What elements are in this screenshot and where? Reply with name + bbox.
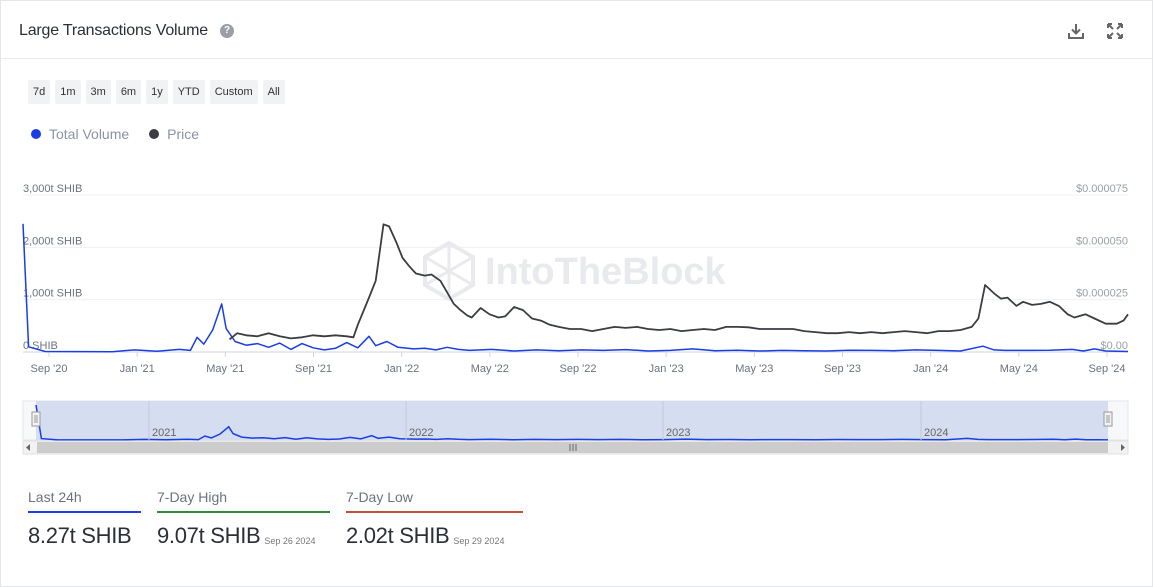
legend-item-total-volume[interactable]: Total Volume — [31, 126, 129, 142]
range-button-ytd[interactable]: YTD — [172, 80, 205, 104]
y-right-tick-label: $0.000025 — [1076, 288, 1128, 300]
y-right-tick-label: $0.000050 — [1076, 235, 1128, 247]
series-line-price — [228, 223, 1129, 341]
y-right-tick-label: $0.00 — [1100, 340, 1128, 352]
range-button-7d[interactable]: 7d — [28, 80, 51, 104]
series-line-total-volume — [22, 223, 1129, 353]
stat-label-7day-high: 7-Day High — [157, 489, 330, 513]
navigator-year-label: 2023 — [666, 427, 690, 439]
legend-label-total-volume: Total Volume — [49, 126, 130, 142]
x-tick-label: Sep '24 — [1089, 363, 1126, 375]
x-tick-label: May '24 — [1000, 363, 1038, 375]
chart-plot: IntoTheBlock 0 SHIB 1,000t SHIB 2,000t SHI… — [22, 183, 1129, 455]
stat-7day-high: 7-Day High 9.07t SHIB Sep 26 2024 — [157, 489, 330, 549]
navigator-year-label: 2024 — [924, 427, 948, 439]
navigator-scrollbar[interactable] — [22, 440, 1129, 455]
chart-legend: Total Volume Price — [31, 126, 199, 142]
y-left-tick-label: 0 SHIB — [23, 340, 58, 352]
x-tick-label: Jan '21 — [120, 363, 155, 375]
x-tick-label: Jan '22 — [384, 363, 419, 375]
x-tick-label: Jan '23 — [649, 363, 684, 375]
legend-dot-price — [149, 129, 160, 139]
range-button-1y[interactable]: 1y — [146, 80, 168, 104]
scroll-left-icon — [26, 444, 30, 451]
range-button-6m[interactable]: 6m — [115, 80, 142, 104]
range-button-all[interactable]: All — [262, 80, 285, 104]
stat-value-7day-low: 2.02t SHIB — [346, 523, 450, 548]
x-tick-label: Jan '24 — [913, 363, 948, 375]
range-button-1m[interactable]: 1m — [55, 80, 81, 104]
grid-lines — [23, 194, 1128, 353]
range-button-custom[interactable]: Custom — [209, 80, 258, 104]
range-button-3m[interactable]: 3m — [85, 80, 111, 104]
handle-grip — [31, 411, 41, 427]
stat-value-last-24h: 8.27t SHIB — [28, 523, 132, 548]
x-tick-label: May '23 — [735, 363, 773, 375]
navigator-handle-left[interactable] — [31, 411, 41, 427]
x-tick-label: Sep '20 — [31, 363, 68, 375]
expand-icon[interactable] — [1105, 21, 1125, 41]
y-right-tick-label: $0.000075 — [1076, 183, 1128, 195]
watermark: IntoTheBlock — [485, 251, 727, 293]
legend-label-price: Price — [167, 126, 200, 142]
watermark-logo-icon — [423, 240, 475, 302]
navigator-handle-right[interactable] — [1103, 411, 1113, 427]
navigator-year-label: 2021 — [152, 427, 176, 439]
x-tick-label: Sep '23 — [824, 363, 861, 375]
chart-title: Large Transactions Volume — [19, 22, 208, 39]
navigator-year-label: 2022 — [409, 427, 433, 439]
navigator-selection — [36, 401, 1108, 440]
stats-row: Last 24h 8.27t SHIB 7-Day High 9.07t SHI… — [28, 489, 523, 549]
stat-value-7day-high: 9.07t SHIB — [157, 523, 261, 548]
stat-7day-low: 7-Day Low 2.02t SHIB Sep 29 2024 — [346, 489, 523, 549]
help-circle-icon[interactable]: ? — [220, 24, 234, 38]
scroll-right-icon — [1121, 444, 1125, 451]
range-selector: 7d 1m 3m 6m 1y YTD Custom All — [28, 80, 285, 104]
x-tick-label: Sep '22 — [560, 363, 597, 375]
series-layer — [22, 223, 1129, 353]
navigator: 2021 2022 2023 2024 — [22, 400, 1129, 455]
stat-label-last-24h: Last 24h — [28, 489, 141, 513]
stat-label-7day-low: 7-Day Low — [346, 489, 523, 513]
x-tick-label: Sep '21 — [295, 363, 332, 375]
stat-date-7day-high: Sep 26 2024 — [264, 536, 316, 546]
stat-last-24h: Last 24h 8.27t SHIB — [28, 489, 141, 549]
axes: 0 SHIB 1,000t SHIB 2,000t SHIB 3,000t SHIB $… — [23, 183, 1128, 375]
navigator-series-line — [35, 404, 1109, 441]
y-left-tick-label: 2,000t SHIB — [23, 235, 82, 247]
y-left-tick-label: 3,000t SHIB — [23, 183, 82, 195]
watermark-group: IntoTheBlock — [423, 240, 727, 302]
handle-grip — [1103, 411, 1113, 427]
x-tick-label: May '22 — [471, 363, 509, 375]
card-header: Large Transactions Volume ? — [1, 1, 1152, 59]
y-left-tick-label: 1,000t SHIB — [23, 288, 82, 300]
legend-dot-total-volume — [31, 129, 41, 139]
legend-item-price[interactable]: Price — [149, 126, 199, 142]
x-tick-label: May '21 — [206, 363, 244, 375]
download-icon[interactable] — [1066, 21, 1086, 41]
stat-date-7day-low: Sep 29 2024 — [453, 536, 505, 546]
